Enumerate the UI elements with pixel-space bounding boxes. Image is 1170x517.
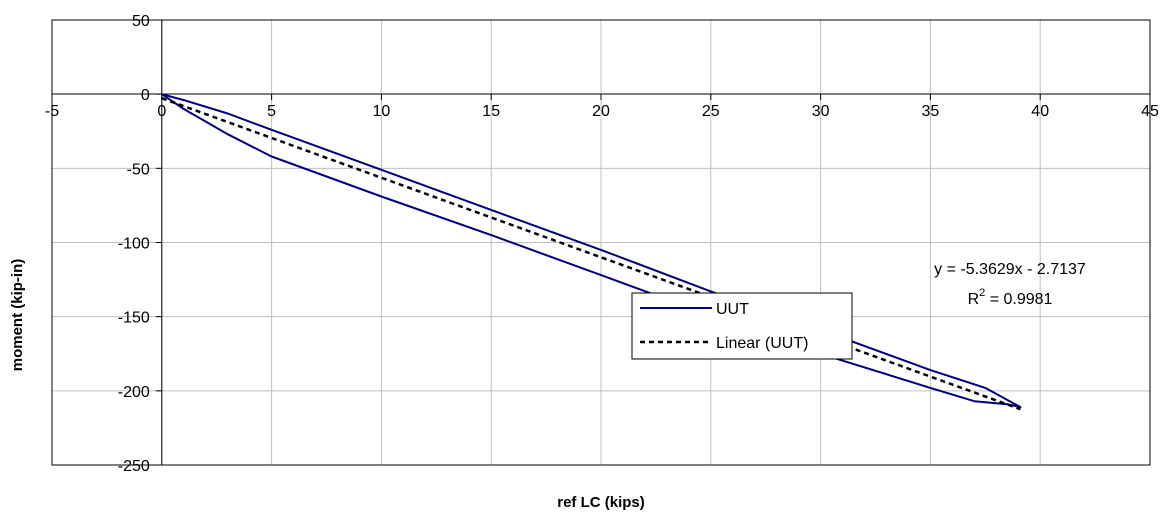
plot-area-border [51,19,1151,466]
series-layer [161,93,1022,411]
y-tick-label: -50 [127,161,150,178]
legend: UUT Linear (UUT) [631,292,853,360]
axes [51,19,1151,466]
y-axis-title: moment (kip-in) [9,259,26,372]
x-tick-label: 40 [1031,103,1049,120]
x-tick-label: 20 [592,103,610,120]
r-squared-label: R2 = 0.9981 [968,287,1053,308]
y-tick-label: 50 [132,13,150,30]
legend-label-uut: UUT [716,301,749,318]
series-linear-uut [161,97,1021,411]
r-squared-value: = 0.9981 [985,291,1052,308]
tick-labels: -5 0 5 10 15 20 25 30 35 40 45500-50-100-150-200-2… [45,13,1159,475]
y-tick-label: -200 [118,384,150,401]
y-tick-label: -250 [118,458,150,475]
x-tick-label: 5 [267,103,276,120]
x-tick-label: 30 [812,103,830,120]
series-uut [161,93,1022,409]
y-tick-label: -100 [118,236,150,253]
legend-box [631,292,853,360]
x-axis-title: ref LC (kips) [557,494,645,511]
x-tick-label: -5 [45,103,59,120]
x-tick-label: 0 [157,103,166,120]
x-tick-label: 25 [702,103,720,120]
x-tick-label: 10 [373,103,391,120]
trendline-equation: y = -5.3629x - 2.7137 [934,261,1086,278]
x-tick-label: 35 [922,103,940,120]
r-squared-prefix: R [968,291,980,308]
x-tick-label: 45 [1141,103,1159,120]
y-tick-label: 0 [141,87,150,104]
r-squared-exponent: 2 [979,287,985,299]
grid [52,20,1150,465]
legend-label-linear: Linear (UUT) [716,335,808,352]
y-tick-label: -150 [118,310,150,327]
x-tick-label: 15 [482,103,500,120]
